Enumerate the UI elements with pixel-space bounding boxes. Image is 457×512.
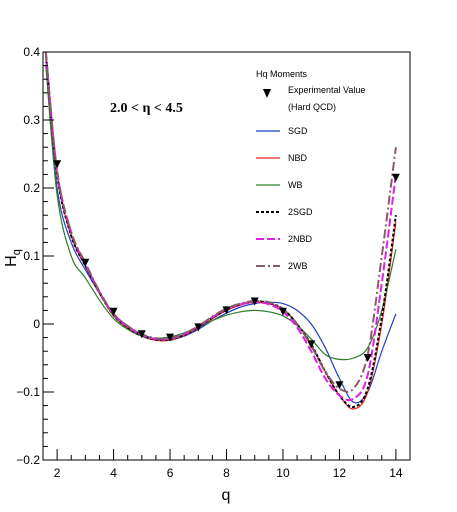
series-line-wb: [45, 65, 397, 361]
legend-label-2sgd: 2SGD: [288, 207, 313, 217]
x-tick-label: 2: [54, 466, 61, 480]
y-axis-label-sub: q: [11, 249, 23, 255]
experimental-point: [391, 173, 400, 182]
legend-experimental-label: Experimental Value: [288, 85, 365, 95]
series-line-sgd: [45, 58, 397, 404]
legend-title: Hq Moments: [256, 69, 308, 79]
legend-experimental-label-2: (Hard QCD): [288, 102, 336, 112]
y-axis-label-main: H: [3, 255, 20, 267]
experimental-point: [363, 354, 372, 362]
y-tick-label: 0.4: [23, 45, 40, 59]
legend-experimental-marker: [263, 89, 271, 98]
x-tick-label: 10: [276, 466, 290, 480]
experimental-point: [278, 307, 287, 316]
experimental-point: [81, 258, 90, 267]
y-tick-label: 0: [33, 317, 40, 331]
y-tick-label: 0.3: [23, 113, 40, 127]
x-tick-label: 8: [223, 466, 230, 480]
legend-label-wb: WB: [288, 180, 303, 190]
y-tick-label: 0.2: [23, 181, 40, 195]
series-line-2wb: [44, 52, 397, 393]
y-tick-label: 0.1: [23, 249, 40, 263]
experimental-point: [250, 297, 259, 306]
experimental-point: [335, 381, 344, 390]
x-tick-label: 12: [333, 466, 347, 480]
experimental-point: [307, 340, 316, 349]
x-tick-label: 4: [110, 466, 117, 480]
x-tick-label: 6: [167, 466, 174, 480]
series-curves: [44, 52, 397, 410]
axis-ticks: [42, 51, 411, 461]
experimental-markers: [53, 160, 400, 390]
y-tick-label: −0.1: [16, 385, 40, 399]
x-tick-label: 14: [389, 466, 403, 480]
x-axis-label: q: [222, 487, 231, 504]
experimental-point: [194, 323, 203, 332]
legend-label-2nbd: 2NBD: [288, 234, 313, 244]
axis-tick-labels: 2 4 6 8 10 12 14 −0.2 −0.1 0 0.1 0.2 0.3 0.4: [16, 45, 403, 480]
series-line-2nbd: [44, 52, 397, 402]
legend-label-sgd: SGD: [288, 126, 308, 136]
experimental-point: [137, 330, 146, 339]
experimental-point: [222, 306, 231, 315]
series-line-2sgd: [44, 52, 397, 409]
legend: Hq Moments Experimental Value (Hard QCD)…: [256, 69, 365, 271]
experimental-point: [109, 307, 118, 316]
legend-label-2wb: 2WB: [288, 261, 308, 271]
plot-frame: [42, 51, 411, 461]
y-axis-label: Hq: [3, 249, 23, 267]
legend-series: SGD NBD WB 2SGD 2NBD 2WB: [256, 126, 313, 271]
experimental-point: [53, 160, 62, 169]
y-tick-label: −0.2: [16, 453, 40, 467]
eta-range-annotation: 2.0 < η < 4.5: [110, 101, 183, 116]
svg-text:Hq: Hq: [3, 249, 23, 267]
experimental-point: [166, 333, 175, 342]
legend-label-nbd: NBD: [288, 153, 308, 163]
series-line-nbd: [45, 52, 397, 410]
